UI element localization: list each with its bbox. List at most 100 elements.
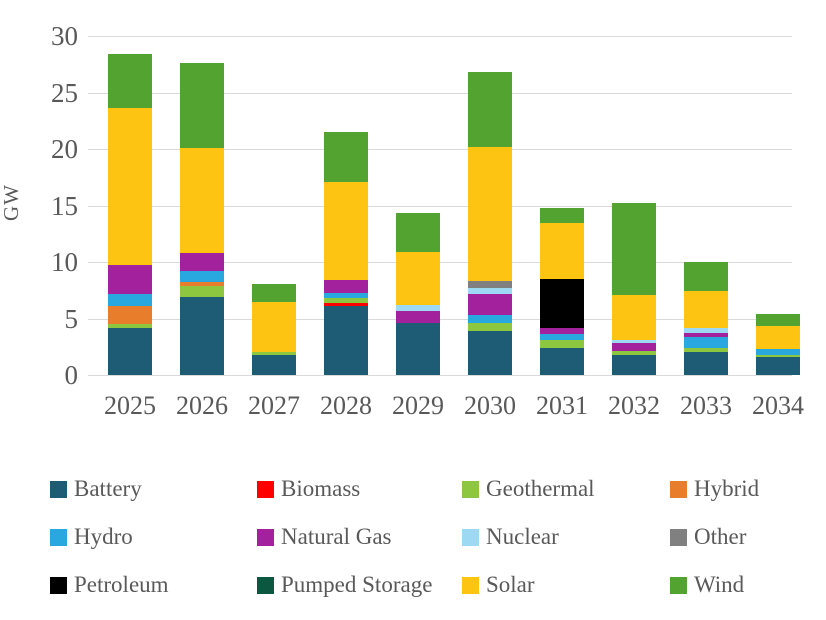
- bar-segment-battery-2027: [252, 354, 296, 375]
- legend-swatch-battery: [50, 480, 67, 498]
- legend-label-biomass: Biomass: [281, 476, 361, 501]
- legend-item-other: Other: [670, 525, 746, 549]
- bar-segment-geothermal-2030: [468, 323, 512, 331]
- x-axis-tick-label-2033: 2033: [680, 391, 732, 420]
- bar-segment-hybrid-2025: [108, 306, 152, 325]
- legend-label-petroleum: Petroleum: [74, 572, 169, 597]
- gridline-15: [88, 205, 792, 207]
- bar-segment-hydro-2026: [180, 271, 224, 283]
- bar-segment-battery-2029: [396, 323, 440, 375]
- bar-segment-hydro-2028: [324, 292, 368, 299]
- y-axis-tick-label-30: 30: [51, 21, 78, 51]
- bar-segment-solar-2033: [684, 291, 728, 329]
- bar-segment-geothermal-2034: [756, 354, 800, 357]
- legend-item-solar: Solar: [462, 573, 535, 597]
- y-axis-tick-label-20: 20: [51, 134, 78, 164]
- bar-segment-geothermal-2033: [684, 347, 728, 353]
- gridline-25: [88, 92, 792, 94]
- bar-segment-hydro-2025: [108, 293, 152, 307]
- legend-item-battery: Battery: [50, 477, 142, 501]
- bar-segment-hybrid-2026: [180, 282, 224, 286]
- bar-segment-battery-2030: [468, 330, 512, 375]
- y-axis-tick-label-25: 25: [51, 77, 78, 108]
- bar-segment-hydro-2031: [540, 334, 584, 340]
- x-axis-tick-label-2026: 2026: [176, 391, 228, 420]
- bar-segment-solar-2025: [108, 108, 152, 266]
- bar-segment-wind-2034: [756, 314, 800, 327]
- bar-segment-battery-2031: [540, 347, 584, 375]
- legend-label-hydro: Hydro: [74, 524, 133, 549]
- gridline-5: [88, 318, 792, 320]
- legend-label-pumped-storage: Pumped Storage: [281, 572, 433, 597]
- bar-segment-wind-2029: [396, 213, 440, 252]
- bar-segment-battery-2028: [324, 306, 368, 375]
- x-axis-tick-label-2032: 2032: [608, 391, 660, 420]
- legend-label-other: Other: [694, 524, 747, 549]
- bar-segment-geothermal-2027: [252, 352, 296, 355]
- bar-segment-wind-2026: [180, 63, 224, 148]
- bar-segment-hydro-2034: [756, 349, 800, 355]
- bar-segment-solar-2026: [180, 147, 224, 253]
- legend-swatch-geothermal: [462, 480, 479, 498]
- legend-label-solar: Solar: [486, 572, 535, 597]
- legend-item-wind: Wind: [670, 573, 744, 597]
- legend-item-geothermal: Geothermal: [462, 477, 595, 501]
- legend-swatch-biomass: [257, 480, 274, 498]
- bar-segment-geothermal-2032: [612, 351, 656, 355]
- bar-segment-solar-2028: [324, 181, 368, 281]
- bar-segment-natural-gas-2030: [468, 293, 512, 316]
- bar-2026: [180, 63, 224, 375]
- bar-segment-battery-2032: [612, 354, 656, 375]
- bar-segment-geothermal-2026: [180, 285, 224, 298]
- bar-segment-natural-gas-2028: [324, 280, 368, 293]
- legend-swatch-hybrid: [670, 480, 687, 498]
- legend-item-natural-gas: Natural Gas: [257, 525, 392, 549]
- bar-segment-solar-2029: [396, 251, 440, 305]
- bar-segment-petroleum-2031: [540, 279, 584, 328]
- gridline-20: [88, 149, 792, 150]
- bar-segment-nuclear-2030: [468, 288, 512, 294]
- bar-segment-hydro-2030: [468, 315, 512, 324]
- bar-segment-wind-2025: [108, 54, 152, 109]
- y-axis-tick-label-10: 10: [51, 247, 78, 277]
- bar-segment-solar-2031: [540, 222, 584, 279]
- legend-item-petroleum: Petroleum: [50, 573, 169, 597]
- gridline-10: [88, 262, 792, 263]
- bar-segment-natural-gas-2033: [684, 332, 728, 337]
- bar-segment-battery-2034: [756, 356, 800, 375]
- legend-label-hybrid: Hybrid: [694, 476, 760, 501]
- gridline-30: [88, 36, 792, 37]
- x-axis-tick-label-2025: 2025: [104, 391, 156, 420]
- bar-2025: [108, 54, 152, 375]
- bar-2031: [540, 207, 584, 375]
- bar-segment-geothermal-2025: [108, 324, 152, 328]
- legend-label-wind: Wind: [694, 572, 745, 597]
- legend-label-natural-gas: Natural Gas: [281, 524, 392, 549]
- legend-swatch-wind: [670, 576, 687, 594]
- legend-swatch-solar: [462, 576, 479, 594]
- bar-segment-wind-2027: [252, 283, 296, 302]
- legend-item-hydro: Hydro: [50, 525, 133, 549]
- bar-segment-nuclear-2029: [396, 304, 440, 311]
- x-axis-tick-label-2031: 2031: [536, 391, 588, 420]
- y-axis-tick-label-15: 15: [51, 190, 78, 221]
- bar-segment-wind-2028: [324, 132, 368, 182]
- bar-segment-nuclear-2033: [684, 328, 728, 333]
- bar-segment-other-2030: [468, 281, 512, 289]
- bar-segment-solar-2030: [468, 146, 512, 282]
- bar-segment-nuclear-2032: [612, 340, 656, 343]
- legend-item-pumped-storage: Pumped Storage: [257, 573, 432, 597]
- legend-swatch-hydro: [50, 528, 67, 546]
- bar-segment-solar-2032: [612, 294, 656, 341]
- legend-item-nuclear: Nuclear: [462, 525, 559, 549]
- y-axis-tick-label-0: 0: [64, 360, 79, 390]
- legend-label-battery: Battery: [74, 476, 142, 501]
- bar-segment-battery-2026: [180, 297, 224, 375]
- legend-swatch-other: [670, 528, 687, 546]
- x-axis-tick-label-2030: 2030: [464, 391, 516, 420]
- bar-segment-hydro-2033: [684, 336, 728, 348]
- bar-2029: [396, 213, 440, 375]
- bar-2033: [684, 262, 728, 375]
- legend-swatch-nuclear: [462, 528, 479, 546]
